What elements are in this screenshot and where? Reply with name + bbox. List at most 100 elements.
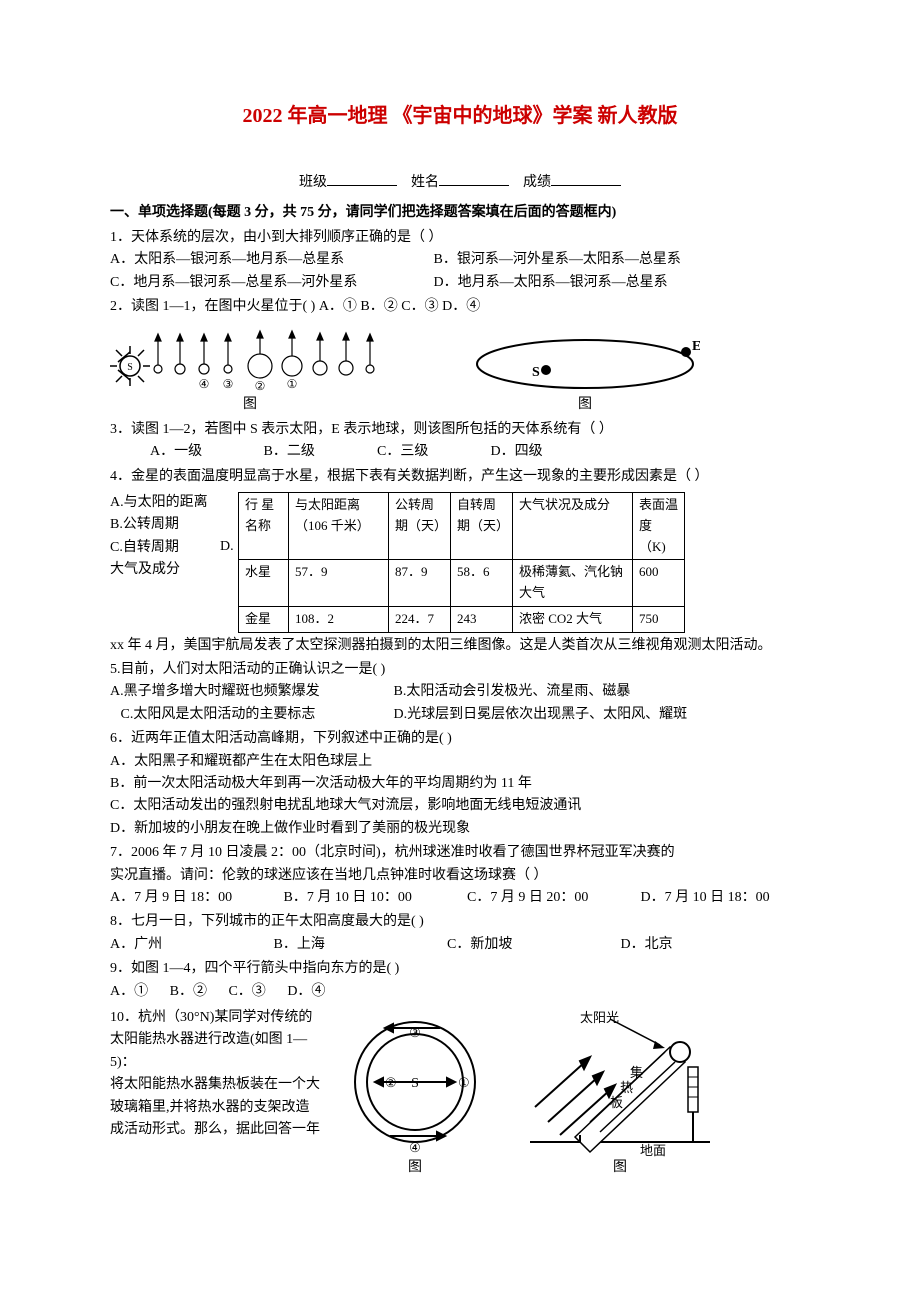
r2c4: 243: [451, 606, 513, 632]
r1c1: 水星: [239, 560, 289, 607]
score-label: 成绩: [523, 175, 551, 190]
svg-text:S: S: [532, 365, 540, 380]
info-line: 班级 姓名 成绩: [110, 172, 810, 194]
q10-l2: 太阳能热水器进行改造(如图 1—5)：: [110, 1029, 320, 1074]
th-rot: 自转周期（天）: [451, 492, 513, 559]
svg-text:热: 热: [620, 1080, 633, 1095]
svg-text:S: S: [127, 362, 133, 373]
q10-l1: 10．杭州（30°N)某同学对传统的: [110, 1007, 320, 1029]
q6-opt-c: C．太阳活动发出的强烈射电扰乱地球大气对流层，影响地面无线电短波通讯: [110, 795, 810, 817]
q6-opt-b: B．前一次太阳活动极大年到再一次活动极大年的平均周期约为 11 年: [110, 773, 810, 795]
fig-1-1-svg: S ④ ③ ② ①: [110, 324, 390, 394]
class-label: 班级: [299, 175, 327, 190]
q8-opt-c: C．新加坡: [447, 934, 597, 956]
q2-figures: S ④ ③ ② ① 图: [110, 324, 810, 416]
q1-opt-c: C．地月系—银河系—总星系—河外星系: [110, 272, 410, 294]
svg-text:E: E: [692, 339, 700, 354]
q7-stem-2: 实况直播。请问：伦敦的球迷应该在当地几点钟准时收看这场球赛（ ）: [110, 865, 810, 887]
q1-opt-b: B．银河系—河外星系—太阳系—总星系: [434, 249, 681, 271]
class-blank[interactable]: [327, 172, 397, 186]
svg-text:①: ①: [458, 1075, 470, 1090]
q3-stem: 3．读图 1—2，若图中 S 表示太阳，E 表示地球，则该图所包括的天体系统有（…: [110, 419, 810, 441]
page-title: 2022 年高一地理 《宇宙中的地球》学案 新人教版: [110, 100, 810, 132]
q4-d-prefix: D.: [220, 536, 234, 558]
name-blank[interactable]: [439, 172, 509, 186]
q10-l3: 将太阳能热水器集热板装在一个大: [110, 1074, 320, 1096]
q4-opt-d: 大气及成分: [110, 559, 230, 581]
q7-opt-c: C．7 月 9 日 20：00: [467, 887, 617, 909]
svg-text:集: 集: [630, 1065, 643, 1080]
svg-text:①: ①: [287, 377, 298, 391]
score-blank[interactable]: [551, 172, 621, 186]
th-rev: 公转周期（天）: [389, 492, 451, 559]
fig-1-2-label: 图: [470, 394, 700, 416]
q3-opt-b: B．二级: [264, 441, 354, 463]
q4-table: 行 星名称 与太阳距离（106 千米） 公转周期（天） 自转周期（天） 大气状况…: [238, 492, 685, 633]
q1-opt-a: A．太阳系—银河系—地月系—总星系: [110, 249, 410, 271]
q8-stem: 8．七月一日，下列城市的正午太阳高度最大的是( ): [110, 911, 810, 933]
q7-opt-a: A．7 月 9 日 18：00: [110, 887, 260, 909]
th-dist: 与太阳距离（106 千米）: [289, 492, 389, 559]
q4-opt-b: B.公转周期: [110, 514, 230, 536]
fig-1-1-label: 图: [110, 394, 390, 416]
svg-text:③: ③: [223, 377, 234, 391]
svg-text:②: ②: [255, 379, 266, 393]
q5-opt-a: A.黑子增多增大时耀斑也频繁爆发: [110, 681, 370, 703]
r2c2: 108．2: [289, 606, 389, 632]
svg-text:地面: 地面: [640, 1143, 666, 1157]
svg-text:③: ③: [409, 1025, 421, 1040]
svg-text:板: 板: [610, 1095, 623, 1110]
q10-l5: 成活动形式。那么，据此回答一年: [110, 1119, 320, 1141]
q9-opt-c: C．③: [228, 984, 265, 999]
q7-stem-1: 7．2006 年 7 月 10 日凌晨 2：00（北京时间)，杭州球迷准时收看了…: [110, 842, 810, 864]
fig-1-4-svg: ① ② ③ ④ S: [330, 1007, 500, 1157]
section-1-heading: 一、单项选择题(每题 3 分，共 75 分，请同学们把选择题答案填在后面的答题框…: [110, 202, 810, 224]
q4-stem: 4．金星的表面温度明显高于水星，根据下表有关数据判断，产生这一现象的主要形成因素…: [110, 466, 810, 488]
fig-1-5-svg: 太阳光 集 热 板 地面: [520, 1007, 720, 1157]
r1c4: 58．6: [451, 560, 513, 607]
r2c6: 750: [633, 606, 685, 632]
svg-text:S: S: [411, 1076, 419, 1091]
svg-text:④: ④: [409, 1140, 421, 1155]
q10-l4: 玻璃箱里,并将热水器的支架改造: [110, 1097, 320, 1119]
q7-opt-d: D．7 月 10 日 18：00: [641, 887, 770, 909]
q5-opt-d: D.光球层到日冕层依次出现黑子、太阳风、耀斑: [394, 704, 688, 726]
fig-1-2-svg: S E: [470, 334, 700, 394]
r1c2: 57．9: [289, 560, 389, 607]
q8-opt-b: B．上海: [274, 934, 424, 956]
q3-opt-d: D．四级: [491, 441, 543, 463]
r1c3: 87．9: [389, 560, 451, 607]
q6-opt-a: A．太阳黑子和耀斑都产生在太阳色球层上: [110, 751, 810, 773]
name-label: 姓名: [411, 175, 439, 190]
q3-opt-c: C．三级: [377, 441, 467, 463]
th-name: 行 星名称: [239, 492, 289, 559]
q1-stem: 1．天体系统的层次，由小到大排列顺序正确的是（ ）: [110, 227, 810, 249]
q4-opt-c: C.自转周期: [110, 537, 230, 559]
r2c1: 金星: [239, 606, 289, 632]
q4-opt-a: A.与太阳的距离: [110, 492, 230, 514]
q5-stem: 5.目前，人们对太阳活动的正确认识之一是( ): [110, 659, 810, 681]
q9-stem: 9．如图 1—4，四个平行箭头中指向东方的是( ): [110, 958, 810, 980]
q9-opt-d: D．④: [287, 984, 325, 999]
th-temp: 表面温度（K): [633, 492, 685, 559]
r1c6: 600: [633, 560, 685, 607]
q5-opt-b: B.太阳活动会引发极光、流星雨、磁暴: [394, 681, 631, 703]
q8-opt-a: A．广州: [110, 934, 250, 956]
q6-stem: 6．近两年正值太阳活动高峰期，下列叙述中正确的是( ): [110, 728, 810, 750]
fig-1-4-label: 图: [330, 1157, 500, 1179]
q2-stem: 2．读图 1—1，在图中火星位于( ) A．① B．② C．③ D．④: [110, 296, 810, 318]
passage-5: xx 年 4 月，美国宇航局发表了太空探测器拍摄到的太阳三维图像。这是人类首次从…: [110, 635, 810, 657]
svg-text:②: ②: [385, 1075, 397, 1090]
q5-opt-c: C.太阳风是太阳活动的主要标志: [110, 704, 370, 726]
q9-opt-b: B．②: [170, 984, 207, 999]
th-atm: 大气状况及成分: [513, 492, 633, 559]
r1c5: 极稀薄氦、汽化钠大气: [513, 560, 633, 607]
q8-opt-d: D．北京: [621, 934, 673, 956]
svg-text:④: ④: [199, 377, 210, 391]
q1-opt-d: D．地月系—太阳系—银河系—总星系: [434, 272, 668, 294]
q6-opt-d: D．新加坡的小朋友在晚上做作业时看到了美丽的极光现象: [110, 818, 810, 840]
r2c5: 浓密 CO2 大气: [513, 606, 633, 632]
q3-opt-a: A．一级: [150, 441, 240, 463]
q7-opt-b: B．7 月 10 日 10：00: [284, 887, 444, 909]
r2c3: 224．7: [389, 606, 451, 632]
